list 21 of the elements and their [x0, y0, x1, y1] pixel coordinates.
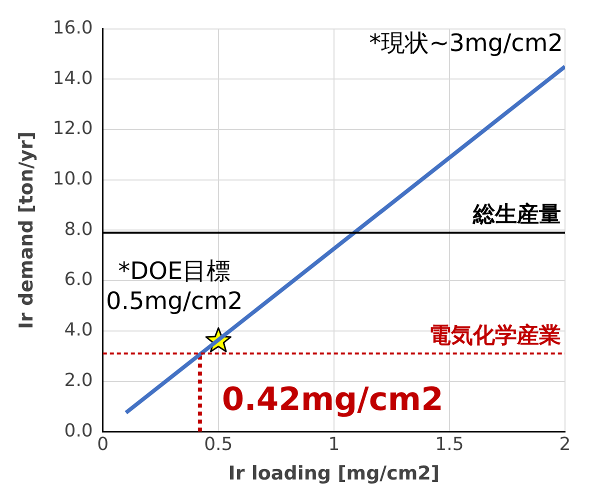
y-tick-label: 0.0	[64, 420, 93, 442]
x-tick-label: 0.5	[204, 434, 233, 456]
x-tick-label: 1	[328, 434, 340, 456]
x-tick-label: 0	[97, 434, 109, 456]
x-tick-label: 1.5	[435, 434, 464, 456]
y-tick-label: 10.0	[52, 168, 93, 190]
ref-line-label: 総生産量	[472, 201, 561, 228]
annotation: 0.42mg/cm2	[222, 380, 444, 418]
y-tick-label: 12.0	[52, 118, 93, 140]
y-tick-label: 2.0	[64, 370, 93, 391]
x-axis-title: Ir loading [mg/cm2]	[228, 462, 440, 485]
y-tick-label: 4.0	[64, 320, 93, 341]
x-tick-label: 2	[559, 434, 571, 456]
y-tick-label: 16.0	[52, 17, 93, 38]
y-axis-title: Ir demand [ton/yr]	[15, 131, 38, 330]
ref-line-label: 電気化学産業	[429, 322, 561, 348]
y-tick-label: 14.0	[52, 68, 93, 89]
annotation: *DOE目標 0.5mg/cm2	[106, 257, 243, 316]
annotation: *現状~3mg/cm2	[369, 28, 563, 57]
y-tick-label: 8.0	[64, 218, 93, 240]
y-tick-label: 6.0	[64, 269, 93, 290]
